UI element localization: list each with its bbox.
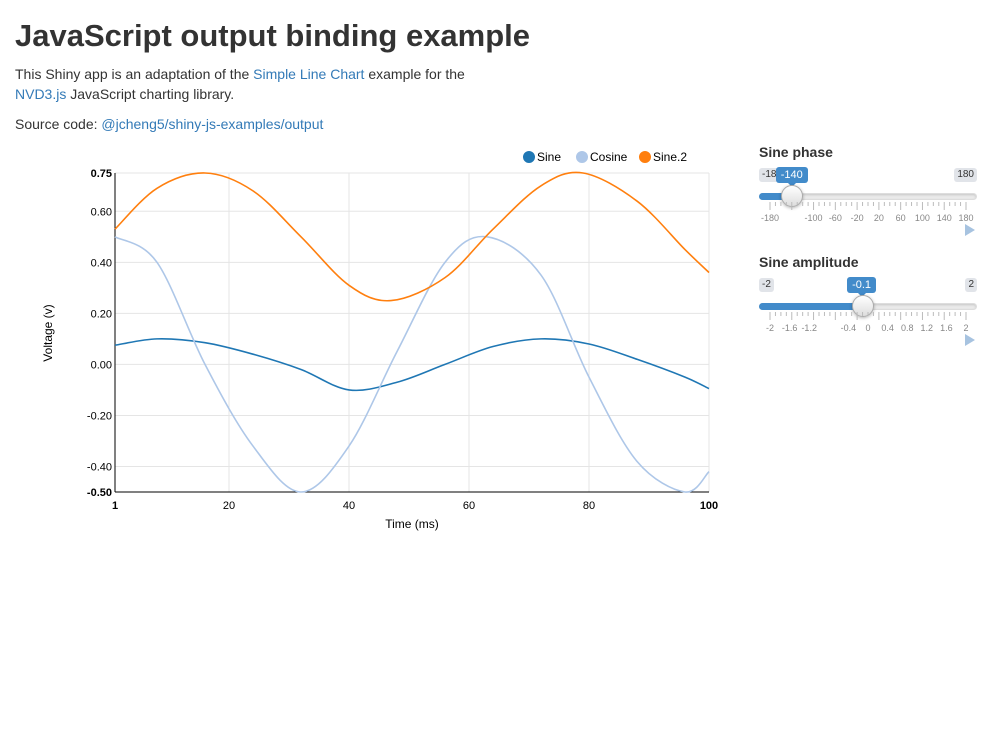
y-tick-label: 0.60 (91, 206, 112, 218)
y-tick-label: -0.50 (87, 487, 112, 499)
legend-marker (639, 151, 651, 163)
y-tick-label: 0.40 (91, 257, 112, 269)
sine-amplitude-fill (759, 303, 864, 310)
chart-axes: 0.75 0.60 0.40 0.20 0.00 -0.20 -0.40 -0.501 20 40… (87, 168, 718, 512)
slider-grid-label: -180 (761, 213, 779, 223)
chart-grid (114, 172, 710, 493)
x-tick-label: 60 (463, 500, 475, 512)
slider-grid-label: 1.6 (940, 323, 953, 333)
sine-amplitude-max: 2 (965, 278, 977, 292)
intro-text: This Shiny app is an adaptation of the S… (15, 64, 535, 104)
nvd3-link[interactable]: NVD3.js (15, 86, 67, 102)
legend-marker (576, 151, 588, 163)
x-axis-label: Time (ms) (385, 517, 439, 531)
sine-phase-fill (759, 193, 792, 200)
slider-grid-label: 60 (896, 213, 906, 223)
slider-grid-label: -20 (851, 213, 864, 223)
legend-item-label: Sine.2 (653, 150, 687, 164)
slider-grid-label: -60 (829, 213, 842, 223)
intro-text-3: JavaScript charting library. (66, 86, 235, 102)
slider-grid-label: -0.4 (841, 323, 857, 333)
sine-amplitude-grid: -2 -1.6 -1.2 -0.4 0 0.4 0.8 1.2 1.6 2 (766, 312, 969, 333)
slider-grid-label: 100 (915, 213, 930, 223)
slider-grid-label: -100 (805, 213, 823, 223)
slider-grid-label: 180 (958, 213, 973, 223)
source-code-line: Source code: @jcheng5/shiny-js-examples/… (15, 114, 323, 134)
sine-phase-play-icon[interactable] (965, 224, 975, 236)
sine-phase-max: 180 (954, 168, 977, 182)
sine-amplitude-min: -2 (759, 278, 774, 292)
x-tick-label: 1 (112, 500, 118, 512)
x-tick-label: 40 (343, 500, 355, 512)
page-title: JavaScript output binding example (15, 18, 531, 53)
x-tick-label: 80 (583, 500, 595, 512)
sidebar: Sine phase -180 180 -140 -180 -100 -60 -20 2… (759, 142, 979, 362)
slider-grid-label: -2 (766, 323, 774, 333)
slider-grid-label: -1.6 (782, 323, 798, 333)
legend-marker (523, 151, 535, 163)
slider-grid-label: 20 (874, 213, 884, 223)
y-axis-label: Voltage (v) (41, 304, 55, 361)
sine-amplitude-control: Sine amplitude -2 2 -0.1 -2 -1.6 -1.2 -0.4 0… (759, 252, 979, 362)
y-tick-label: 0.20 (91, 308, 112, 320)
intro-text-1: This Shiny app is an adaptation of the (15, 66, 254, 82)
sine-amplitude-label: Sine amplitude (759, 254, 859, 270)
chart-series (114, 171, 710, 493)
sine-amplitude-slider[interactable]: -2 2 -0.1 -2 -1.6 -1.2 -0.4 0 0.4 0.8 1.2 1.6 2 (759, 277, 977, 346)
slider-grid-label: 0 (865, 323, 870, 333)
y-tick-label: 0.00 (91, 359, 112, 371)
y-tick-label: 0.75 (91, 168, 112, 180)
source-code-link[interactable]: @jcheng5/shiny-js-examples/output (101, 116, 324, 132)
legend-item-label: Cosine (590, 150, 628, 164)
x-tick-label: 20 (223, 500, 235, 512)
series-line-sine (114, 338, 710, 392)
chart-legend[interactable]: Sine Cosine Sine.2 (523, 150, 688, 164)
slider-grid-label: 0.4 (881, 323, 894, 333)
simple-line-chart-link[interactable]: Simple Line Chart (253, 66, 365, 82)
legend-item-label: Sine (537, 150, 561, 164)
slider-grid-label: -1.2 (801, 323, 817, 333)
intro-text-2: example for the (364, 66, 465, 82)
sine-amplitude-play-icon[interactable] (965, 334, 975, 346)
series-line-cosine (114, 235, 710, 493)
line-chart: 0.75 0.60 0.40 0.20 0.00 -0.20 -0.40 -0.501 20 40… (41, 150, 718, 531)
series-line-sine-2 (114, 171, 710, 302)
x-tick-label: 100 (700, 500, 718, 512)
source-code-prefix: Source code: (15, 116, 102, 132)
sine-phase-grid: -180 -100 -60 -20 20 60 100 140 180 (761, 202, 974, 223)
y-tick-label: -0.20 (87, 410, 112, 422)
sine-amplitude-handle[interactable] (852, 295, 875, 317)
sine-phase-control: Sine phase -180 180 -140 -180 -100 -60 -20 2… (759, 142, 979, 252)
sine-phase-value: -140 (775, 167, 808, 187)
slider-grid-label: 1.2 (921, 323, 934, 333)
sine-amplitude-value: -0.1 (847, 277, 877, 297)
sine-phase-label: Sine phase (759, 144, 833, 160)
slider-grid-label: 2 (963, 323, 968, 333)
y-tick-label: -0.40 (87, 461, 112, 473)
slider-grid-label: 140 (937, 213, 952, 223)
sine-phase-slider[interactable]: -180 180 -140 -180 -100 -60 -20 20 60 100 140 18… (759, 167, 977, 236)
slider-grid-label: 0.8 (901, 323, 914, 333)
